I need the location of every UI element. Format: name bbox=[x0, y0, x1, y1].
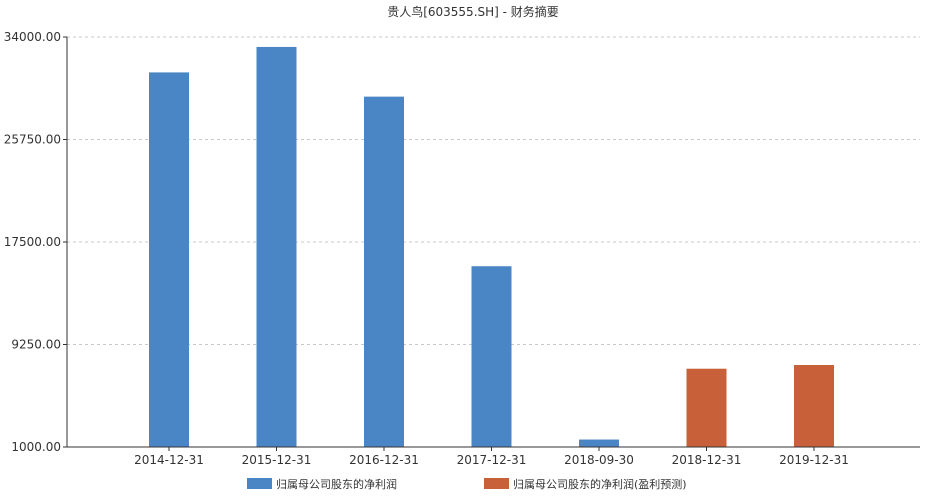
legend-item-0[interactable]: 归属母公司股东的净利润 bbox=[247, 477, 397, 491]
y-tick-label: 34000.00 bbox=[4, 30, 61, 44]
chart-title: 贵人鸟[603555.SH] - 财务摘要 bbox=[387, 4, 559, 19]
bar-series-0-2017-12-31[interactable] bbox=[471, 266, 512, 447]
legend-swatch bbox=[484, 478, 509, 489]
x-tick-label: 2014-12-31 bbox=[134, 453, 204, 467]
legend-label: 归属母公司股东的净利润(盈利预测) bbox=[513, 477, 687, 491]
y-tick-label: 1000.00 bbox=[11, 440, 61, 454]
bar-series-0-2015-12-31[interactable] bbox=[256, 46, 297, 447]
x-tick-label: 2019-12-31 bbox=[779, 453, 849, 467]
y-tick-label: 17500.00 bbox=[4, 235, 61, 249]
x-tick-label: 2018-09-30 bbox=[564, 453, 634, 467]
y-tick-label: 9250.00 bbox=[11, 338, 61, 352]
bar-series-0-2016-12-31[interactable] bbox=[364, 96, 404, 448]
x-tick-label: 2015-12-31 bbox=[242, 453, 312, 467]
x-axis-ticks: 2014-12-31 2015-12-31 2016-12-31 2017-12-31… bbox=[134, 447, 849, 467]
legend-item-1[interactable]: 归属母公司股东的净利润(盈利预测) bbox=[484, 477, 687, 491]
bar-series-0-2014-12-31[interactable] bbox=[149, 72, 189, 447]
x-tick-label: 2017-12-31 bbox=[457, 453, 527, 467]
y-axis-ticks: 34000.00 25750.00 17500.00 9250.00 1000.00 bbox=[4, 30, 67, 454]
x-tick-label: 2018-12-31 bbox=[672, 453, 742, 467]
axes bbox=[66, 37, 920, 448]
bars bbox=[149, 46, 834, 448]
y-tick-label: 25750.00 bbox=[4, 133, 61, 147]
legend[interactable]: 归属母公司股东的净利润 归属母公司股东的净利润(盈利预测) bbox=[247, 477, 687, 491]
bar-series-0-2018-09-30[interactable] bbox=[579, 439, 619, 447]
bar-series-1-2018-12-31[interactable] bbox=[686, 368, 727, 447]
legend-swatch bbox=[247, 478, 272, 489]
bar-series-1-2019-12-31[interactable] bbox=[794, 365, 834, 447]
legend-label: 归属母公司股东的净利润 bbox=[276, 477, 397, 491]
x-tick-label: 2016-12-31 bbox=[349, 453, 419, 467]
